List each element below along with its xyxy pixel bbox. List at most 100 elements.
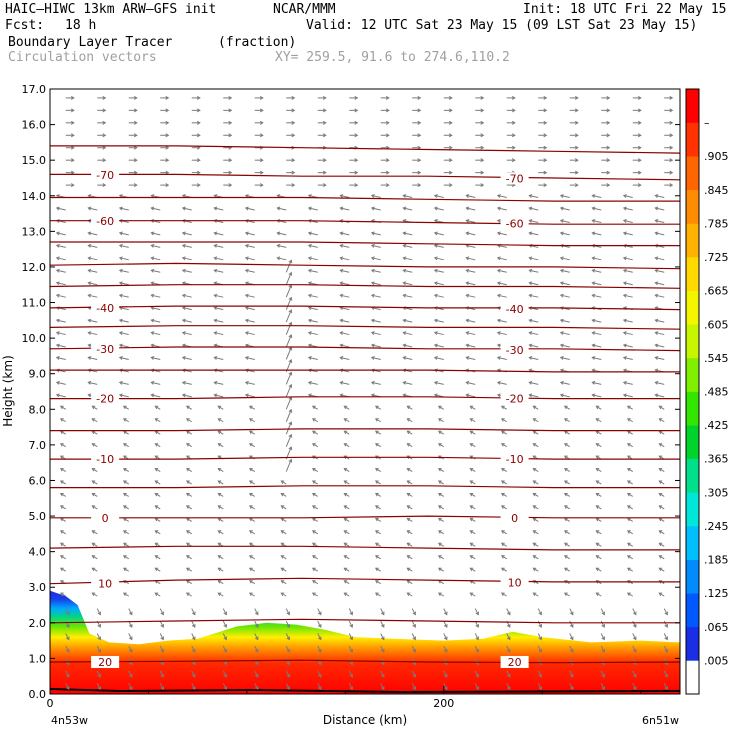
vector-arrow	[475, 133, 485, 138]
temperature-contour-line	[50, 220, 680, 225]
vector-arrow	[55, 206, 66, 211]
vector-arrow	[538, 158, 548, 163]
vector-arrow	[181, 306, 192, 311]
vector-arrow	[97, 120, 107, 125]
vector-arrow	[437, 443, 445, 448]
vector-arrow	[254, 645, 259, 653]
vector-arrow	[632, 683, 637, 691]
vector-arrow	[59, 418, 67, 423]
vector-arrow	[664, 183, 674, 188]
vector-arrow	[374, 517, 382, 522]
vector-arrow	[469, 542, 476, 547]
vector-arrow	[600, 645, 605, 653]
vector-arrow	[339, 281, 350, 286]
vector-arrow	[654, 293, 665, 298]
vector-arrow	[658, 493, 665, 497]
vector-arrow	[500, 405, 508, 410]
vector-arrow	[538, 95, 548, 100]
vector-arrow	[380, 183, 390, 188]
vector-arrow	[213, 380, 224, 385]
y-tick-label: 5.0	[29, 510, 47, 523]
colorbar-label: .125	[704, 587, 729, 600]
vector-arrow	[213, 256, 224, 261]
vector-arrow	[118, 380, 129, 385]
vector-arrow	[380, 95, 390, 100]
vector-arrow	[91, 567, 98, 572]
vector-arrow	[87, 293, 98, 298]
contour-label: -10	[96, 453, 114, 466]
vector-arrow	[658, 443, 665, 448]
vector-arrow	[118, 243, 129, 248]
vector-arrow	[150, 243, 161, 248]
vector-arrow	[528, 256, 539, 261]
forecast-label: Fcst:	[5, 18, 45, 33]
temperature-contour-line	[50, 346, 680, 352]
vector-arrow	[59, 443, 67, 448]
vector-arrow	[569, 608, 574, 616]
vector-arrow	[465, 356, 476, 360]
y-tick-label: 15.0	[22, 154, 47, 167]
vector-arrow	[532, 493, 539, 497]
vector-arrow	[433, 256, 444, 261]
vector-arrow	[154, 480, 161, 485]
vector-arrow	[465, 393, 476, 398]
y-tick-label: 1.0	[29, 652, 47, 665]
vector-arrow	[532, 555, 539, 560]
vector-arrow	[500, 567, 508, 572]
vector-arrow	[181, 318, 192, 323]
vector-arrow	[150, 318, 161, 323]
vector-arrow	[532, 443, 539, 448]
vector-arrow	[185, 443, 193, 448]
vector-arrow	[191, 645, 196, 653]
vector-arrow	[96, 633, 101, 641]
vector-arrow	[559, 356, 570, 360]
contour-label: -30	[96, 343, 114, 356]
vector-arrow	[528, 231, 539, 236]
vector-arrow	[339, 343, 350, 348]
vector-arrow	[374, 493, 382, 497]
vector-arrow	[154, 493, 161, 497]
vector-arrow	[65, 158, 75, 163]
vector-arrow	[500, 480, 508, 485]
vector-arrow	[317, 620, 322, 628]
vector-arrow	[222, 683, 227, 691]
vector-arrow	[217, 592, 224, 597]
vector-arrow	[500, 443, 508, 448]
vector-arrow	[411, 633, 416, 641]
vector-arrow	[374, 580, 382, 585]
vector-arrow	[658, 418, 665, 423]
vector-arrow	[402, 343, 413, 348]
vector-arrow	[626, 542, 634, 547]
colorbar-label: .425	[704, 419, 729, 432]
vector-arrow	[118, 281, 129, 286]
vector-arrow	[317, 608, 322, 616]
vector-arrow	[118, 206, 129, 211]
vector-arrow	[248, 530, 256, 535]
vector-arrow	[217, 443, 224, 448]
vector-arrow	[154, 468, 161, 473]
vector-arrow	[154, 430, 161, 435]
vector-arrow	[191, 108, 201, 113]
vector-arrow	[626, 592, 634, 597]
vector-arrow	[412, 158, 422, 163]
colorbar-label: .005	[704, 654, 729, 667]
vector-arrow	[370, 206, 381, 211]
y-axis-label: Height (km)	[1, 355, 15, 426]
vector-arrow	[307, 268, 318, 273]
vector-arrow	[437, 517, 445, 522]
temperature-contour-line	[50, 145, 680, 154]
vector-arrow	[433, 343, 444, 348]
vector-arrow	[65, 683, 70, 691]
vector-arrow	[317, 633, 322, 641]
vector-arrow	[285, 309, 293, 323]
vector-arrow	[65, 608, 70, 616]
vector-arrow	[474, 670, 479, 678]
vector-arrow	[185, 405, 193, 410]
vector-arrow	[569, 120, 579, 125]
vector-arrow	[595, 493, 602, 497]
vector-arrow	[248, 468, 256, 473]
colorbar-segment	[686, 89, 699, 123]
colorbar-label: .365	[704, 453, 729, 466]
vector-arrow	[632, 158, 642, 163]
colorbar-segment	[686, 223, 699, 258]
